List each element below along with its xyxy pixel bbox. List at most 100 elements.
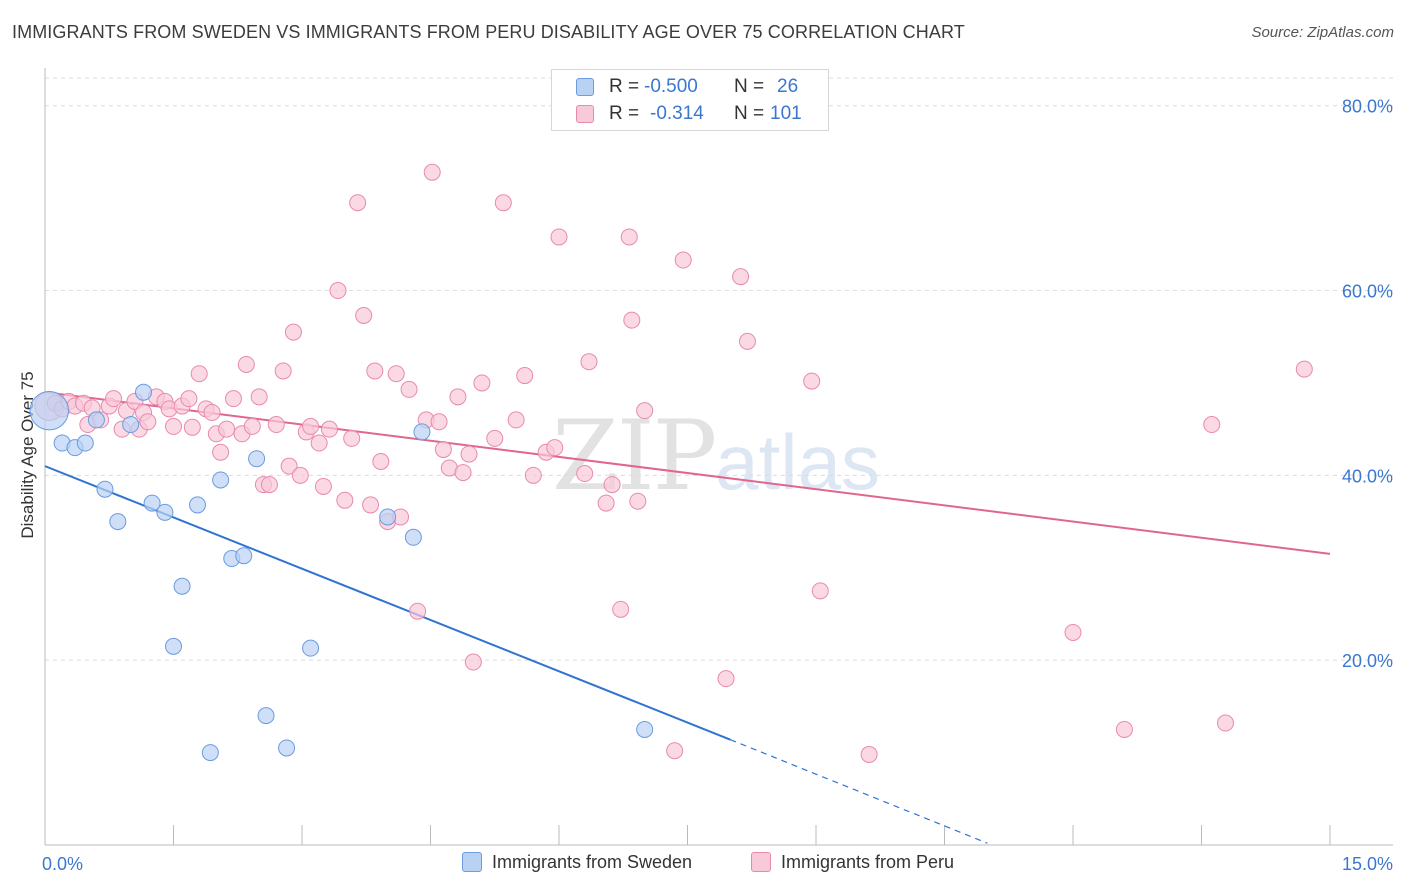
peru-point [1295,360,1313,378]
sweden-point [413,423,431,441]
correlation-legend: R = -0.500 N = 26 R = -0.314 N = 101 [551,69,829,131]
peru-point [486,429,504,447]
peru-point [291,466,309,484]
y-tick-label: 40.0% [1342,466,1393,486]
peru-point [460,445,478,463]
peru-point [280,457,298,475]
sweden-legend-label: Immigrants from Sweden [492,852,693,872]
sweden-point [212,471,230,489]
peru-point [803,372,821,390]
peru-point [464,653,482,671]
legend-n-value: 101 [770,103,802,124]
sweden-legend-swatch [462,852,482,872]
peru-point [343,429,361,447]
y-tick-label: 20.0% [1342,651,1393,671]
peru-point [224,390,242,408]
peru-point [372,453,390,470]
sweden-point [29,390,69,431]
legend-r-value: -0.314 [650,103,704,124]
peru-point [494,194,512,212]
watermark-atlas: atlas [715,418,880,506]
peru-point [449,388,467,406]
watermark: ZIPatlas [552,400,880,512]
peru-point [267,416,285,434]
peru-point [674,251,692,269]
peru-point [550,228,568,246]
peru-point [516,367,534,385]
peru-point [546,439,564,457]
peru-point [105,390,123,408]
peru-point [620,228,638,246]
peru-point [434,440,452,458]
peru-point [180,390,198,408]
legend-n-label: N = [734,103,765,124]
peru-point [430,413,448,431]
peru-trend-line [44,391,1331,555]
peru-point [237,355,255,373]
x-tick-label-max: 15.0% [1342,854,1393,874]
peru-point [274,362,292,380]
sweden-point [201,744,219,762]
sweden-point [302,639,320,657]
legend-r-label: R = [609,76,640,97]
sweden-point [87,411,105,429]
peru-point [243,417,261,435]
sweden-point [122,416,140,434]
sweden-point [188,496,206,514]
legend-row-sweden: R = -0.500 N = 26 [552,74,828,100]
x-tick-label-min: 0.0% [42,854,83,874]
sweden-point [135,383,153,401]
peru-point [400,380,418,398]
bottom-legend-peru: Immigrants from Peru [751,852,954,873]
peru-point [409,602,427,620]
peru-point [250,388,268,406]
peru-point [597,494,615,512]
bottom-legend-sweden: Immigrants from Sweden [462,852,692,873]
legend-r-label: R = [609,103,640,124]
peru-point [1216,714,1234,732]
peru-swatch [576,105,594,123]
sweden-point [379,508,397,526]
peru-point [355,306,373,324]
data-points [29,163,1313,763]
sweden-point [109,513,127,531]
trend-lines [44,391,1331,844]
sweden-point [404,528,422,546]
peru-point [362,496,380,514]
sweden-point [96,480,114,498]
peru-point [310,434,328,452]
peru-point [423,163,441,181]
peru-point [260,476,278,494]
peru-point [732,268,750,286]
sweden-point [278,739,296,757]
sweden-point [235,547,253,565]
legend-row-peru: R = -0.314 N = 101 [552,101,828,127]
peru-point [612,600,630,618]
peru-point [666,742,684,760]
sweden-point [156,503,174,521]
sweden-point [165,637,182,655]
peru-point [860,745,878,763]
peru-point [576,465,594,483]
source-label: Source: ZipAtlas.com [1251,24,1394,41]
peru-point [302,417,320,435]
peru-point [629,492,647,510]
axes [44,68,1393,846]
legend-r-value: -0.500 [644,76,698,97]
watermark-zip: ZIP [552,400,717,512]
peru-point [507,411,525,429]
peru-point [603,476,621,494]
peru-point [636,402,654,420]
peru-point [623,311,641,329]
peru-point [139,413,157,431]
y-tick-label: 80.0% [1342,97,1393,117]
peru-point [738,332,756,350]
peru-point [387,365,405,383]
peru-point [1115,720,1133,738]
peru-legend-swatch [751,852,771,872]
peru-point [218,420,236,438]
peru-point [320,420,338,438]
chart-title: IMMIGRANTS FROM SWEDEN VS IMMIGRANTS FRO… [12,22,965,42]
peru-point [190,365,208,383]
legend-n-value: 26 [777,76,799,97]
